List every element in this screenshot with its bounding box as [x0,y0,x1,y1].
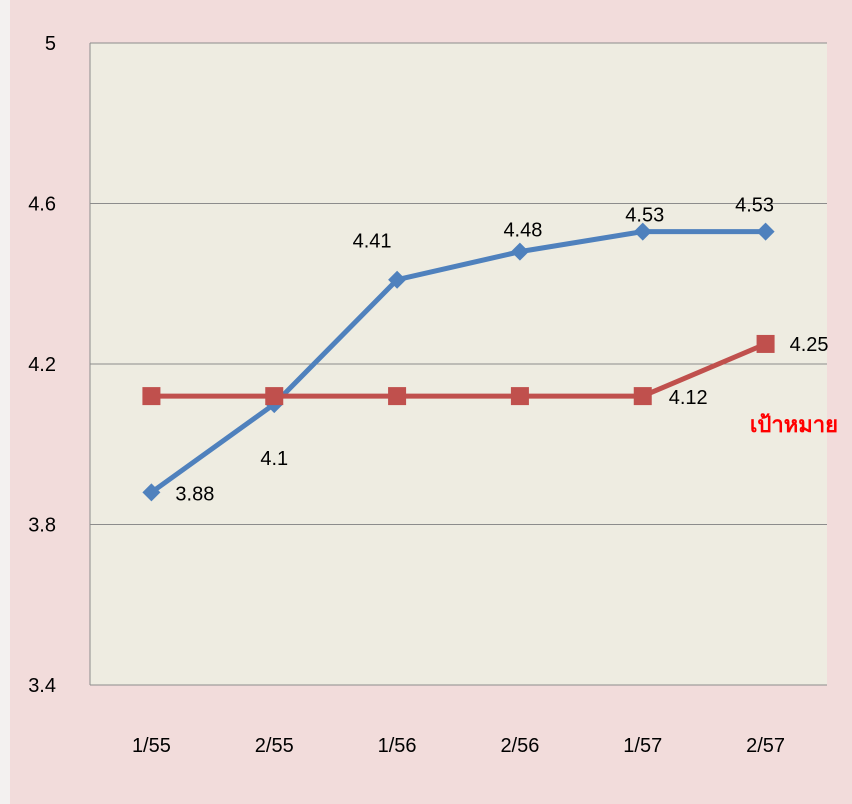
data-label: 4.48 [503,220,542,242]
y-tick-label: 3.8 [28,515,56,537]
series-line-1 [149,229,766,495]
series-2-point [388,387,407,406]
target-series-label: เป้าหมาย [750,412,838,437]
data-label: 4.1 [260,448,288,470]
data-label: 4.12 [669,387,708,409]
series-1-point [510,242,529,261]
x-tick-label: 1/55 [132,735,171,757]
data-label: 3.88 [175,483,214,505]
series-2-point [265,387,284,406]
x-tick-label: 2/56 [500,735,539,757]
series-1-point [756,222,775,241]
series-2-point [633,387,652,406]
series-2-point [510,387,529,406]
series-line-2 [151,341,767,399]
x-tick-label: 2/57 [746,735,785,757]
data-label: 4.41 [353,231,392,253]
y-tick-label: 3.4 [28,675,56,697]
data-label: 4.25 [790,334,829,356]
x-tick-label: 1/57 [623,735,662,757]
data-label: 4.53 [625,205,664,227]
x-tick-label: 2/55 [255,735,294,757]
series-2-point [142,387,161,406]
y-tick-label: 4.2 [28,354,56,376]
series-1-point [633,222,652,241]
series-1-point [142,483,161,502]
x-tick-label: 1/56 [378,735,417,757]
y-tick-label: 4.6 [28,194,56,216]
series-1-point [388,270,407,289]
y-tick-label: 5 [45,33,56,55]
series-2-point [756,334,775,353]
data-label: 4.53 [735,195,774,217]
